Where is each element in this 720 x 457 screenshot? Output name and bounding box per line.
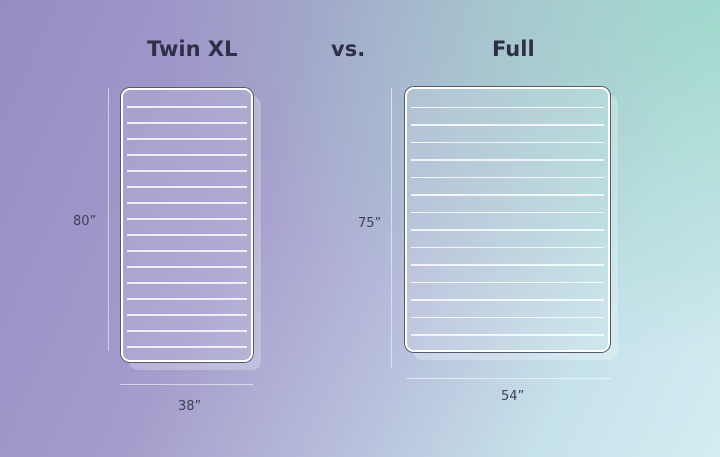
mattress-stripe bbox=[411, 194, 604, 196]
mattress-stripe bbox=[127, 330, 247, 332]
full-mattress bbox=[405, 87, 610, 352]
full-width-guide bbox=[406, 378, 611, 379]
mattress-stripe bbox=[411, 229, 604, 231]
mattress-stripe bbox=[411, 211, 604, 213]
mattress-stripe bbox=[127, 170, 247, 172]
twin-xl-mattress bbox=[121, 88, 253, 362]
mattress-stripe bbox=[127, 282, 247, 284]
twin-length-guide bbox=[108, 88, 109, 351]
mattress-stripe bbox=[411, 176, 604, 178]
mattress-stripe bbox=[127, 154, 247, 156]
mattress-stripe bbox=[411, 264, 604, 266]
mattress-stripe bbox=[127, 234, 247, 236]
mattress-stripe bbox=[411, 246, 604, 248]
mattress-stripe bbox=[411, 106, 604, 108]
mattress-stripe bbox=[127, 138, 247, 140]
twin-length-label: 80” bbox=[73, 214, 97, 229]
mattress-stripe bbox=[411, 299, 604, 301]
vs-label: vs. bbox=[331, 37, 366, 61]
mattress-stripe bbox=[411, 334, 604, 336]
mattress-stripe bbox=[127, 122, 247, 124]
mattress-stripe bbox=[411, 124, 604, 126]
twin-xl-title: Twin XL bbox=[147, 37, 238, 61]
full-title: Full bbox=[492, 37, 535, 61]
mattress-stripe bbox=[127, 202, 247, 204]
twin-width-label: 38” bbox=[178, 399, 202, 414]
mattress-stripe bbox=[127, 186, 247, 188]
mattress-stripe bbox=[411, 159, 604, 161]
mattress-stripe bbox=[411, 281, 604, 283]
twin-width-guide bbox=[120, 384, 253, 385]
mattress-stripe bbox=[127, 314, 247, 316]
mattress-stripe bbox=[127, 346, 247, 348]
mattress-stripe bbox=[411, 316, 604, 318]
full-length-guide bbox=[391, 88, 392, 368]
mattress-stripe bbox=[127, 250, 247, 252]
mattress-stripe bbox=[127, 218, 247, 220]
mattress-stripe bbox=[127, 298, 247, 300]
full-length-label: 75” bbox=[358, 216, 382, 231]
mattress-stripe bbox=[127, 266, 247, 268]
full-width-label: 54” bbox=[501, 389, 525, 404]
mattress-stripe bbox=[411, 141, 604, 143]
mattress-stripe bbox=[127, 106, 247, 108]
